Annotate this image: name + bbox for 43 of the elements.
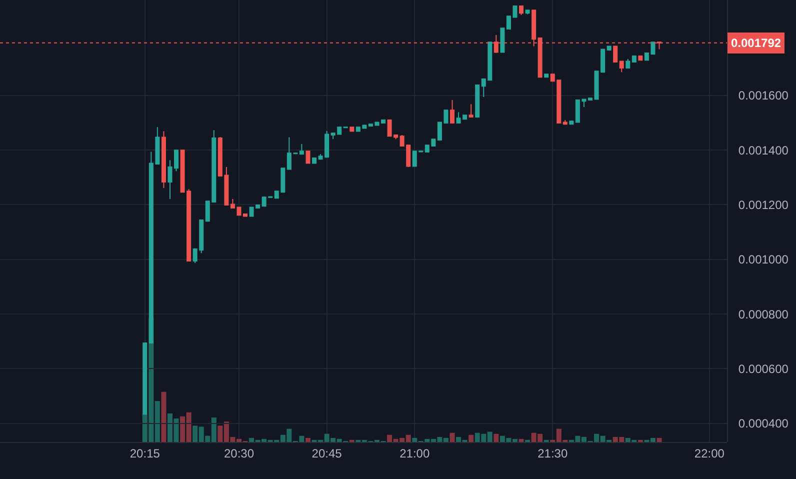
bar — [305, 438, 310, 442]
y-tick-label: 0.001200 — [738, 198, 789, 212]
candlestick — [525, 10, 530, 15]
candlestick — [613, 46, 618, 63]
candlestick — [619, 60, 624, 73]
candlestick — [632, 56, 636, 63]
candlestick — [626, 58, 630, 69]
x-tick-label: 20:45 — [312, 446, 342, 460]
candlestick — [562, 120, 568, 125]
x-tick-label: 20:30 — [224, 446, 254, 460]
candlestick — [350, 126, 354, 132]
candlestick — [569, 120, 574, 125]
x-tick-label: 21:00 — [400, 446, 430, 460]
y-tick-label: 0.000800 — [738, 307, 789, 322]
y-tick-label: 0.001600 — [738, 88, 789, 103]
candlestick — [606, 46, 612, 51]
x-tick-label: 20:15 — [130, 446, 160, 460]
y-tick-label: 0.000600 — [738, 362, 789, 376]
candlestick — [588, 98, 593, 101]
candlestick — [381, 120, 386, 124]
candlestick — [306, 150, 310, 164]
candlestick — [450, 100, 455, 124]
y-tick-label: 0.000400 — [738, 416, 789, 431]
candlestick — [544, 74, 549, 78]
y-tick-label: 0.001400 — [738, 143, 789, 158]
x-tick-label: 21:30 — [538, 446, 568, 460]
bar — [494, 434, 499, 442]
candlestick — [638, 56, 643, 61]
bar — [656, 438, 662, 442]
ref-line-label: 0.001792 — [731, 36, 782, 50]
candlestick — [475, 84, 480, 118]
x-tick-label: 22:00 — [694, 446, 725, 460]
bar — [450, 432, 455, 442]
candlestick — [161, 130, 166, 189]
y-tick-label: 0.001000 — [738, 252, 789, 267]
candlestick — [500, 28, 505, 53]
bar — [161, 392, 166, 442]
bar — [468, 434, 474, 442]
candlestick — [312, 157, 317, 164]
bar — [518, 438, 524, 442]
candlestick — [299, 144, 304, 155]
candlestick — [519, 6, 524, 16]
candlestick — [468, 104, 474, 118]
